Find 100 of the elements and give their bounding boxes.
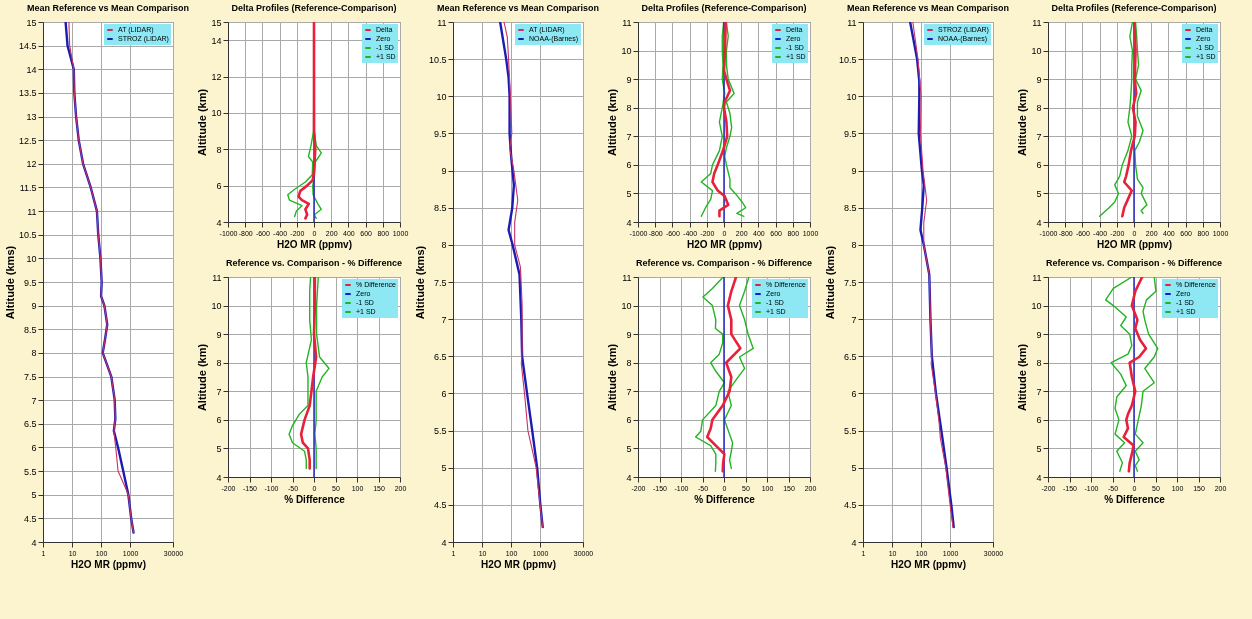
- y-tick-label: 8: [1036, 103, 1042, 114]
- y-tick-label: 4: [1036, 217, 1042, 228]
- y-tick-label: 7: [1036, 386, 1042, 397]
- y-tick-label: 9: [1036, 329, 1042, 340]
- y-tick-label: 5: [626, 188, 632, 199]
- y-tick-label: 10: [211, 301, 222, 312]
- y-tick-label: 10: [26, 253, 37, 264]
- y-tick-label: 4.5: [843, 500, 857, 511]
- x-axis-title: H2O MR (ppmv): [687, 238, 762, 250]
- y-tick-label: 9: [31, 301, 37, 312]
- y-axis-title: Altitude (km): [606, 88, 619, 157]
- y-tick-label: 8: [1036, 358, 1042, 369]
- y-tick-label: 11: [847, 17, 857, 28]
- y-tick-label: 14: [211, 35, 222, 46]
- y-tick-label: 10: [846, 91, 857, 102]
- y-tick-label: 7: [626, 386, 632, 397]
- y-tick-label: 6.5: [23, 419, 37, 430]
- y-tick-label: 7: [216, 386, 222, 397]
- y-tick-label: 11: [437, 17, 447, 28]
- y-tick-label: 9: [626, 74, 632, 85]
- y-tick-label: 9.5: [843, 128, 857, 139]
- chart-title: Delta Profiles (Reference-Comparison): [641, 3, 807, 13]
- y-tick-label: 10: [621, 46, 632, 57]
- y-axis-title: Altitude (kms): [413, 245, 426, 320]
- y-tick-label: 5: [626, 443, 632, 454]
- y-tick-label: 10: [621, 301, 632, 312]
- chart-title: Mean Reference vs Mean Comparison: [846, 3, 1010, 13]
- y-tick-label: 8: [31, 348, 37, 359]
- y-tick-label: 6: [31, 442, 37, 453]
- y-tick-label: 12.5: [18, 135, 37, 146]
- y-tick-label: 9: [441, 166, 447, 177]
- y-tick-label: 10.5: [428, 54, 447, 65]
- y-axis-title: Altitude (km): [196, 88, 209, 157]
- chart-title: Reference vs. Comparison - % Difference: [635, 258, 813, 268]
- y-tick-label: 7.5: [433, 277, 447, 288]
- y-tick-label: 11: [622, 17, 632, 28]
- y-tick-label: 10: [1031, 301, 1042, 312]
- y-tick-label: 9: [216, 329, 222, 340]
- y-tick-label: 4: [626, 217, 632, 228]
- y-tick-label: 8.5: [843, 203, 857, 214]
- y-tick-label: 13: [26, 112, 37, 123]
- y-tick-label: 12: [26, 159, 37, 170]
- y-tick-label: 15: [211, 17, 222, 28]
- chart-title: Reference vs. Comparison - % Difference: [1045, 258, 1223, 268]
- y-tick-label: 7: [1036, 131, 1042, 142]
- y-tick-label: 4: [851, 537, 857, 548]
- y-tick-label: 5: [441, 463, 447, 474]
- y-tick-label: 5.5: [433, 426, 447, 437]
- y-tick-label: 5: [31, 490, 37, 501]
- y-tick-label: 7.5: [23, 372, 37, 383]
- y-tick-label: 11: [1032, 272, 1042, 283]
- y-tick-label: 14.5: [18, 41, 37, 52]
- y-tick-label: 6: [1036, 415, 1042, 426]
- y-tick-label: 9.5: [433, 128, 447, 139]
- y-tick-label: 13.5: [18, 88, 37, 99]
- y-tick-label: 7: [31, 395, 37, 406]
- y-tick-label: 4: [1036, 472, 1042, 483]
- x-axis-title: H2O MR (ppmv): [277, 238, 352, 250]
- chart-title: Delta Profiles (Reference-Comparison): [1051, 3, 1217, 13]
- y-tick-label: 5: [851, 463, 857, 474]
- y-tick-label: 11: [27, 206, 37, 217]
- y-axis-title: Altitude (kms): [3, 245, 16, 320]
- y-tick-label: 7: [851, 314, 857, 325]
- y-tick-label: 5.5: [23, 466, 37, 477]
- y-tick-label: 8: [851, 240, 857, 251]
- x-axis-title: H2O MR (ppmv): [891, 558, 966, 570]
- y-tick-label: 8: [626, 358, 632, 369]
- y-tick-label: 4: [31, 537, 37, 548]
- y-axis-title: Altitude (km): [1016, 88, 1029, 157]
- y-tick-label: 4.5: [23, 513, 37, 524]
- x-axis-title: H2O MR (ppmv): [1097, 238, 1172, 250]
- y-tick-label: 10: [1031, 46, 1042, 57]
- y-tick-label: 10: [436, 91, 447, 102]
- y-tick-label: 8: [626, 103, 632, 114]
- x-axis-title: % Difference: [694, 493, 756, 505]
- y-tick-label: 10.5: [18, 230, 37, 241]
- y-tick-label: 8.5: [433, 203, 447, 214]
- y-tick-label: 6.5: [843, 351, 857, 362]
- y-tick-label: 9.5: [23, 277, 37, 288]
- y-tick-label: 11: [1032, 17, 1042, 28]
- y-tick-label: 6: [216, 181, 222, 192]
- chart-title: Reference vs. Comparison - % Difference: [225, 258, 403, 268]
- chart-title: Mean Reference vs Mean Comparison: [26, 3, 190, 13]
- chart-title: Mean Reference vs Mean Comparison: [436, 3, 600, 13]
- y-tick-label: 6: [626, 160, 632, 171]
- y-tick-label: 8: [441, 240, 447, 251]
- y-tick-label: 15: [26, 17, 37, 28]
- y-tick-label: 8.5: [23, 324, 37, 335]
- x-axis-title: % Difference: [284, 493, 346, 505]
- y-tick-label: 9: [1036, 74, 1042, 85]
- y-axis-title: Altitude (km): [1016, 343, 1029, 412]
- y-tick-label: 12: [211, 72, 222, 83]
- y-tick-label: 10: [211, 108, 222, 119]
- y-tick-label: 4: [626, 472, 632, 483]
- y-tick-label: 7.5: [843, 277, 857, 288]
- y-tick-label: 10.5: [838, 54, 857, 65]
- y-tick-label: 4: [216, 217, 222, 228]
- y-tick-label: 9: [626, 329, 632, 340]
- x-axis-title: H2O MR (ppmv): [481, 558, 556, 570]
- y-tick-label: 6: [216, 415, 222, 426]
